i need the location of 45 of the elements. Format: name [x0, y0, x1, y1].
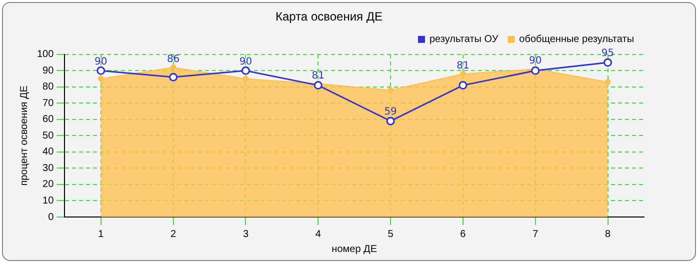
legend-label: обобщенные результаты	[519, 34, 634, 46]
y-tick-label: 70	[42, 98, 54, 109]
x-tick-label: 3	[242, 228, 249, 240]
point	[386, 116, 395, 126]
y-tick-label: 0	[48, 212, 54, 223]
point	[388, 87, 394, 94]
point	[531, 66, 540, 75]
y-tick-label: 40	[42, 146, 54, 158]
data-label: 90	[94, 56, 108, 68]
data-label: 90	[529, 56, 542, 67]
x-tick-label: 4	[315, 228, 322, 240]
x-tick-label: 7	[532, 228, 539, 240]
legend-label: результаты ОУ	[429, 34, 499, 46]
y-axis-title: процент освоения ДЕ	[18, 85, 30, 186]
y-tick-label: 90	[42, 65, 54, 76]
point	[96, 66, 106, 75]
y-tick-label: 20	[42, 179, 54, 190]
y-tick-label: 100	[36, 49, 54, 60]
x-tick-label: 8	[605, 228, 612, 240]
x-tick-label: 2	[170, 228, 177, 240]
point	[604, 58, 612, 67]
point	[98, 76, 104, 82]
x-axis-title: номер ДЕ	[332, 244, 378, 255]
point	[241, 66, 250, 75]
y-tick-label: 10	[42, 195, 54, 206]
data-label: 81	[312, 70, 324, 82]
data-label: 59	[384, 106, 397, 118]
point	[242, 76, 249, 82]
y-tick-label: 60	[42, 114, 54, 126]
x-tick-label: 5	[388, 228, 394, 240]
point	[604, 79, 611, 86]
x-tick-label: 1	[98, 228, 104, 240]
chart-title: Карта освоения ДЕ	[276, 10, 382, 24]
data-label: 81	[456, 60, 470, 72]
x-tick-label: 6	[460, 228, 466, 240]
point	[460, 70, 466, 77]
data-label: 90	[239, 56, 252, 68]
point	[169, 72, 178, 82]
y-tick-label: 50	[42, 130, 54, 142]
data-label: 86	[166, 54, 180, 65]
point	[170, 64, 176, 70]
y-tick-label: 30	[42, 162, 54, 174]
y-tick-label: 80	[42, 82, 54, 93]
point	[458, 81, 468, 90]
point	[314, 81, 322, 90]
